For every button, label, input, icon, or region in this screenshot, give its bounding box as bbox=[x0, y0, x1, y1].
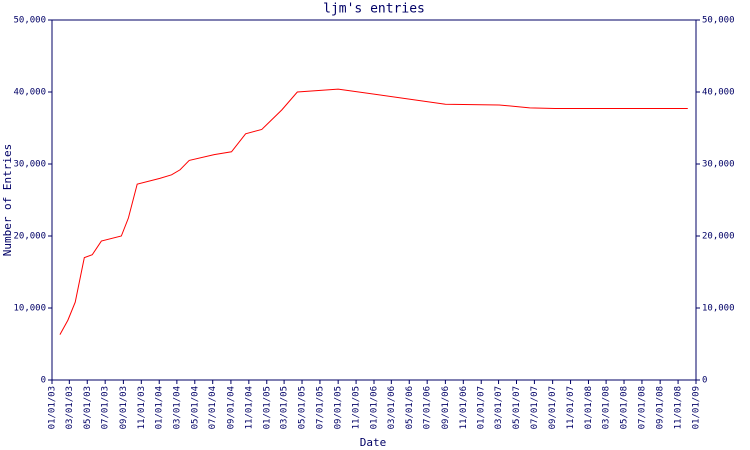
x-tick-label: 09/01/08 bbox=[656, 386, 666, 429]
y-tick-label: 50,000 bbox=[13, 16, 46, 26]
x-tick-label: 09/01/06 bbox=[441, 386, 451, 429]
x-tick-label: 01/01/07 bbox=[477, 386, 487, 429]
y2-tick-label: 0 bbox=[702, 376, 707, 386]
data-line bbox=[59, 88, 688, 335]
plot-frame bbox=[51, 19, 697, 381]
x-tick-label: 07/01/03 bbox=[101, 386, 111, 429]
x-tick-label: 01/01/09 bbox=[692, 386, 702, 429]
x-axis-title: Date bbox=[360, 436, 387, 449]
x-tick-label: 05/01/03 bbox=[83, 386, 93, 429]
chart-title: ljm's entries bbox=[323, 2, 425, 17]
y2-tick-label: 30,000 bbox=[702, 160, 735, 170]
x-tick-label: 11/01/04 bbox=[244, 386, 254, 429]
x-tick-label: 05/01/08 bbox=[620, 386, 630, 429]
x-tick-label: 07/01/06 bbox=[423, 386, 433, 429]
x-tick-label: 09/01/04 bbox=[226, 386, 236, 429]
x-tick-label: 01/01/06 bbox=[370, 386, 380, 429]
y-tick-label: 0 bbox=[41, 376, 46, 386]
y-axis-title: Number of Entries bbox=[1, 144, 14, 257]
x-tick-label: 03/01/07 bbox=[494, 386, 504, 429]
y2-tick-label: 50,000 bbox=[702, 16, 735, 26]
y-tick-label: 40,000 bbox=[13, 88, 46, 98]
x-tick-label: 01/01/05 bbox=[262, 386, 272, 429]
x-tick-label: 03/01/08 bbox=[602, 386, 612, 429]
y2-tick-label: 10,000 bbox=[702, 304, 735, 314]
x-tick-label: 11/01/08 bbox=[674, 386, 684, 429]
x-tick-label: 07/01/04 bbox=[208, 386, 218, 429]
x-tick-label: 11/01/05 bbox=[352, 386, 362, 429]
y-tick-label: 20,000 bbox=[13, 232, 46, 242]
x-tick-label: 09/01/05 bbox=[334, 386, 344, 429]
x-tick-label: 11/01/03 bbox=[137, 386, 147, 429]
x-tick-label: 09/01/03 bbox=[119, 386, 129, 429]
x-tick-label: 05/01/07 bbox=[512, 386, 522, 429]
x-tick-label: 03/01/05 bbox=[280, 386, 290, 429]
x-tick-label: 05/01/05 bbox=[298, 386, 308, 429]
x-tick-label: 03/01/03 bbox=[65, 386, 75, 429]
y2-tick-label: 20,000 bbox=[702, 232, 735, 242]
x-tick-label: 09/01/07 bbox=[548, 386, 558, 429]
y2-tick-label: 40,000 bbox=[702, 88, 735, 98]
x-tick-label: 01/01/03 bbox=[48, 386, 58, 429]
x-tick-label: 07/01/08 bbox=[637, 386, 647, 429]
y-tick-label: 10,000 bbox=[13, 304, 46, 314]
x-tick-label: 07/01/05 bbox=[315, 386, 325, 429]
x-tick-label: 01/01/04 bbox=[155, 386, 165, 429]
x-tick-label: 11/01/06 bbox=[459, 386, 469, 429]
x-tick-label: 05/01/06 bbox=[405, 386, 415, 429]
x-tick-label: 05/01/04 bbox=[190, 386, 200, 429]
x-tick-label: 07/01/07 bbox=[530, 386, 540, 429]
x-tick-label: 01/01/08 bbox=[584, 386, 594, 429]
y-tick-label: 30,000 bbox=[13, 160, 46, 170]
x-tick-label: 03/01/04 bbox=[172, 386, 182, 429]
x-tick-label: 11/01/07 bbox=[566, 386, 576, 429]
x-tick-label: 03/01/06 bbox=[387, 386, 397, 429]
